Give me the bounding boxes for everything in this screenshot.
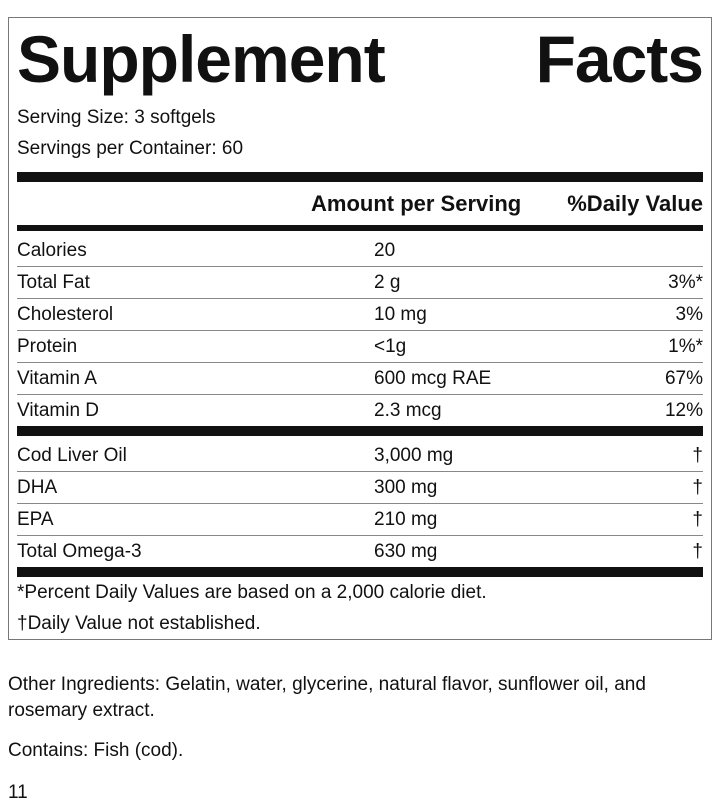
contains: Contains: Fish (cod). [8,740,184,761]
nutrient-daily-value: † [692,444,703,466]
nutrient-daily-value: † [692,476,703,498]
nutrient-amount: 2 g [374,271,401,293]
nutrient-row: Vitamin D 2.3 mcg 12% [17,395,703,426]
nutrient-daily-value: † [692,540,703,562]
supplement-facts-panel: Supplement Facts Serving Size: 3 softgels S… [8,17,712,640]
title: Supplement Facts [17,22,704,96]
nutrient-daily-value: 3% [675,303,703,325]
nutrient-amount: 10 mg [374,303,427,325]
serving-size: Serving Size: 3 softgels [17,107,216,128]
nutrient-daily-value: 3%* [668,271,703,293]
nutrient-row: DHA 300 mg † [17,472,703,504]
nutrient-name: Vitamin D [17,399,100,421]
thick-rule [17,172,703,182]
nutrient-daily-value: 67% [664,367,703,389]
nutrient-name: Vitamin A [17,367,97,389]
nutrient-amount: 600 mcg RAE [374,367,492,389]
nutrient-amount: 210 mg [374,508,438,530]
nutrient-daily-value: † [692,508,703,530]
nutrient-row: Calories 20 [17,235,703,267]
nutrient-name: Total Fat [17,271,90,293]
header-amount: Amount per Serving [311,190,522,216]
nutrient-amount: 3,000 mg [374,444,454,466]
nutrient-amount: 2.3 mcg [374,399,442,421]
nutrient-row: Total Fat 2 g 3%* [17,267,703,299]
nutrient-name: EPA [17,508,54,530]
other-ingredients: Other Ingredients: Gelatin, water, glyce… [8,674,646,721]
nutrient-amount: <1g [374,335,407,357]
column-header: Amount per Serving %Daily Value [17,182,703,225]
nutrient-amount: 300 mg [374,476,438,498]
thick-rule [17,426,703,436]
nutrient-row: Cod Liver Oil 3,000 mg † [17,440,703,472]
servings-per-container: Servings per Container: 60 [17,138,244,159]
nutrient-name: Protein [17,335,78,357]
nutrient-row: Vitamin A 600 mcg RAE 67% [17,363,703,395]
title-word: Supplement [17,22,386,96]
panel-content: Supplement Facts Serving Size: 3 softgels S… [17,18,704,639]
footnote: †Daily Value not established. [17,613,261,634]
nutrient-row: Protein <1g 1%* [17,331,703,363]
page-number: 11 [8,782,28,803]
nutrient-name: DHA [17,476,58,498]
header-daily-value: %Daily Value [567,190,703,216]
nutrient-row: Cholesterol 10 mg 3% [17,299,703,331]
nutrient-amount: 20 [374,239,396,261]
nutrient-name: Calories [17,239,87,261]
nutrient-row: EPA 210 mg † [17,504,703,536]
title-word: Facts [535,22,704,96]
thick-rule [17,567,703,577]
nutrient-name: Cholesterol [17,303,114,325]
footnote: *Percent Daily Values are based on a 2,0… [17,582,487,603]
nutrient-daily-value: 12% [664,399,703,421]
nutrient-daily-value: 1%* [668,335,703,357]
nutrient-row: Total Omega-3 630 mg † [17,536,703,567]
thick-rule [17,225,703,231]
nutrient-name: Total Omega-3 [17,540,142,562]
nutrient-name: Cod Liver Oil [17,444,127,466]
nutrient-amount: 630 mg [374,540,438,562]
